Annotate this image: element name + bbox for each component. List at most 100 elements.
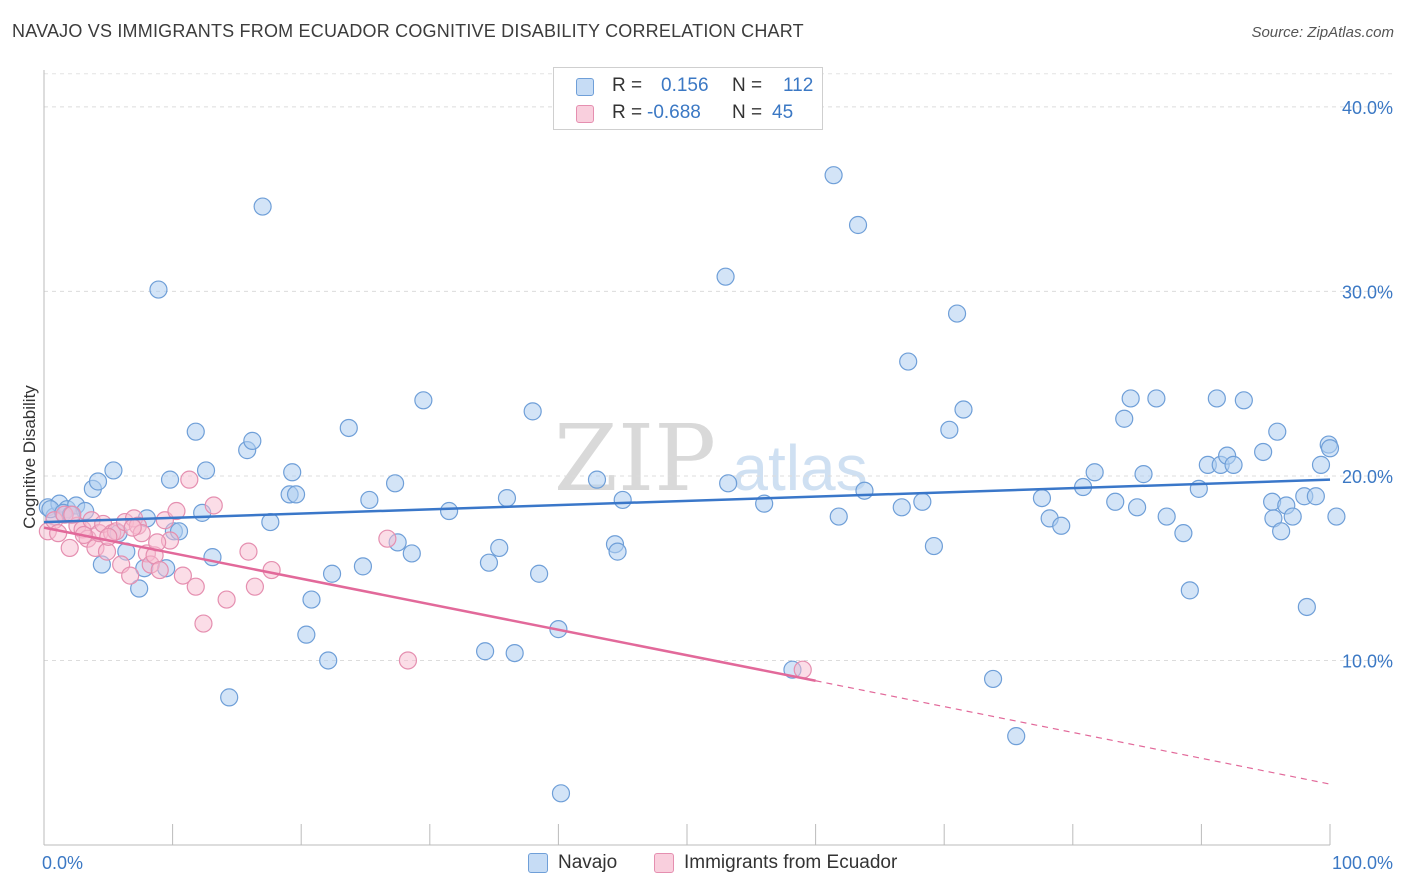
navajo-point bbox=[439, 501, 459, 521]
ecuador-point bbox=[121, 566, 140, 585]
navajo-point bbox=[1134, 465, 1153, 484]
navajo-legend-swatch bbox=[528, 853, 548, 873]
ecuador-legend-label: Immigrants from Ecuador bbox=[684, 852, 898, 873]
navajo-point bbox=[587, 470, 607, 489]
ecuador-point bbox=[63, 505, 82, 524]
navajo-point bbox=[1085, 463, 1104, 482]
watermark-zip: ZIP bbox=[554, 405, 716, 512]
r-label: R = bbox=[612, 75, 643, 96]
navajo-point bbox=[1306, 487, 1325, 506]
navajo-point bbox=[360, 490, 379, 510]
navajo-point bbox=[186, 422, 205, 441]
y-tick-label: 30.0% bbox=[1342, 282, 1393, 302]
navajo-point bbox=[490, 538, 509, 558]
y-axis-title: Cognitive Disability bbox=[20, 385, 39, 529]
navajo-point bbox=[954, 400, 973, 419]
source-label: Source: ZipAtlas.com bbox=[1251, 24, 1394, 41]
navajo-point bbox=[1180, 581, 1199, 600]
navajo-point bbox=[1115, 409, 1134, 428]
navajo-point bbox=[1007, 727, 1026, 746]
x-tick-label-min: 0.0% bbox=[42, 853, 83, 873]
navajo-point bbox=[1157, 507, 1176, 526]
navajo-trend-line bbox=[43, 478, 1331, 524]
navajo-point bbox=[88, 472, 108, 491]
navajo-point bbox=[1283, 507, 1302, 526]
navajo-point bbox=[414, 391, 433, 410]
n-label: N = bbox=[732, 102, 763, 123]
navajo-point bbox=[924, 536, 944, 556]
navajo-point bbox=[1268, 422, 1287, 441]
navajo-point bbox=[1272, 522, 1291, 541]
navajo-point bbox=[319, 651, 338, 670]
ecuador-point bbox=[186, 577, 205, 596]
navajo-point bbox=[1207, 389, 1226, 408]
ecuador-point bbox=[262, 560, 281, 580]
navajo-point bbox=[104, 461, 123, 480]
navajo-point bbox=[523, 402, 542, 421]
navajo-point bbox=[353, 557, 373, 576]
navajo-point bbox=[1147, 389, 1166, 408]
navajo-point bbox=[1032, 488, 1052, 508]
navajo-point bbox=[302, 590, 321, 609]
navajo-point bbox=[339, 418, 358, 438]
ecuador-point bbox=[150, 560, 169, 580]
chart-title: NAVAJO VS IMMIGRANTS FROM ECUADOR COGNIT… bbox=[12, 21, 804, 41]
navajo-point bbox=[613, 490, 632, 510]
x-tick-label-max: 100.0% bbox=[1332, 853, 1393, 873]
navajo-point bbox=[261, 512, 280, 532]
y-tick-label: 20.0% bbox=[1342, 467, 1393, 487]
ecuador-point bbox=[398, 651, 418, 670]
y-tick-label: 40.0% bbox=[1342, 98, 1393, 118]
ecuador-point bbox=[173, 566, 192, 585]
navajo-point bbox=[1127, 498, 1147, 517]
navajo-point bbox=[892, 498, 911, 517]
navajo-point bbox=[947, 304, 967, 323]
navajo-point bbox=[196, 461, 216, 480]
navajo-point bbox=[716, 267, 735, 286]
navajo-point bbox=[1320, 439, 1340, 458]
navajo-swatch bbox=[576, 78, 594, 96]
navajo-point bbox=[297, 625, 316, 644]
y-tick-label: 10.0% bbox=[1342, 651, 1393, 671]
navajo-point bbox=[286, 485, 306, 504]
r-value: 0.156 bbox=[661, 75, 709, 96]
ecuador-point bbox=[217, 590, 236, 609]
navajo-point bbox=[1224, 455, 1243, 474]
navajo-point bbox=[608, 542, 627, 561]
ecuador-point bbox=[204, 496, 223, 515]
ecuador-trend-line bbox=[43, 526, 816, 682]
ecuador-swatch bbox=[576, 105, 594, 123]
navajo-point bbox=[940, 420, 959, 439]
navajo-legend-label: Navajo bbox=[558, 852, 618, 873]
navajo-point bbox=[505, 643, 524, 663]
ecuador-point bbox=[239, 542, 258, 561]
navajo-point bbox=[243, 431, 262, 450]
navajo-point bbox=[1327, 507, 1346, 526]
n-value: 112 bbox=[783, 75, 814, 96]
ecuador-point bbox=[60, 538, 79, 558]
navajo-point bbox=[829, 507, 848, 526]
navajo-point bbox=[551, 784, 571, 803]
n-value: 45 bbox=[772, 102, 794, 123]
ecuador-point bbox=[123, 518, 142, 537]
navajo-point bbox=[824, 166, 843, 185]
ecuador-trend-extension bbox=[815, 680, 1331, 785]
navajo-point bbox=[1106, 492, 1125, 511]
ecuador-point bbox=[167, 501, 186, 521]
navajo-point bbox=[1174, 524, 1193, 543]
navajo-point bbox=[1121, 389, 1140, 408]
navajo-point bbox=[848, 215, 868, 235]
ecuador-point bbox=[793, 660, 812, 679]
r-label: R = bbox=[612, 102, 643, 123]
navajo-point bbox=[1052, 516, 1071, 535]
navajo-point bbox=[220, 688, 239, 707]
navajo-point bbox=[1234, 391, 1253, 410]
navajo-point bbox=[530, 564, 549, 583]
navajo-point bbox=[402, 544, 421, 563]
ecuador-point bbox=[194, 614, 213, 633]
navajo-point bbox=[899, 352, 918, 371]
navajo-point bbox=[475, 642, 495, 661]
navajo-point bbox=[719, 474, 738, 493]
watermark-atlas: atlas bbox=[732, 432, 867, 504]
